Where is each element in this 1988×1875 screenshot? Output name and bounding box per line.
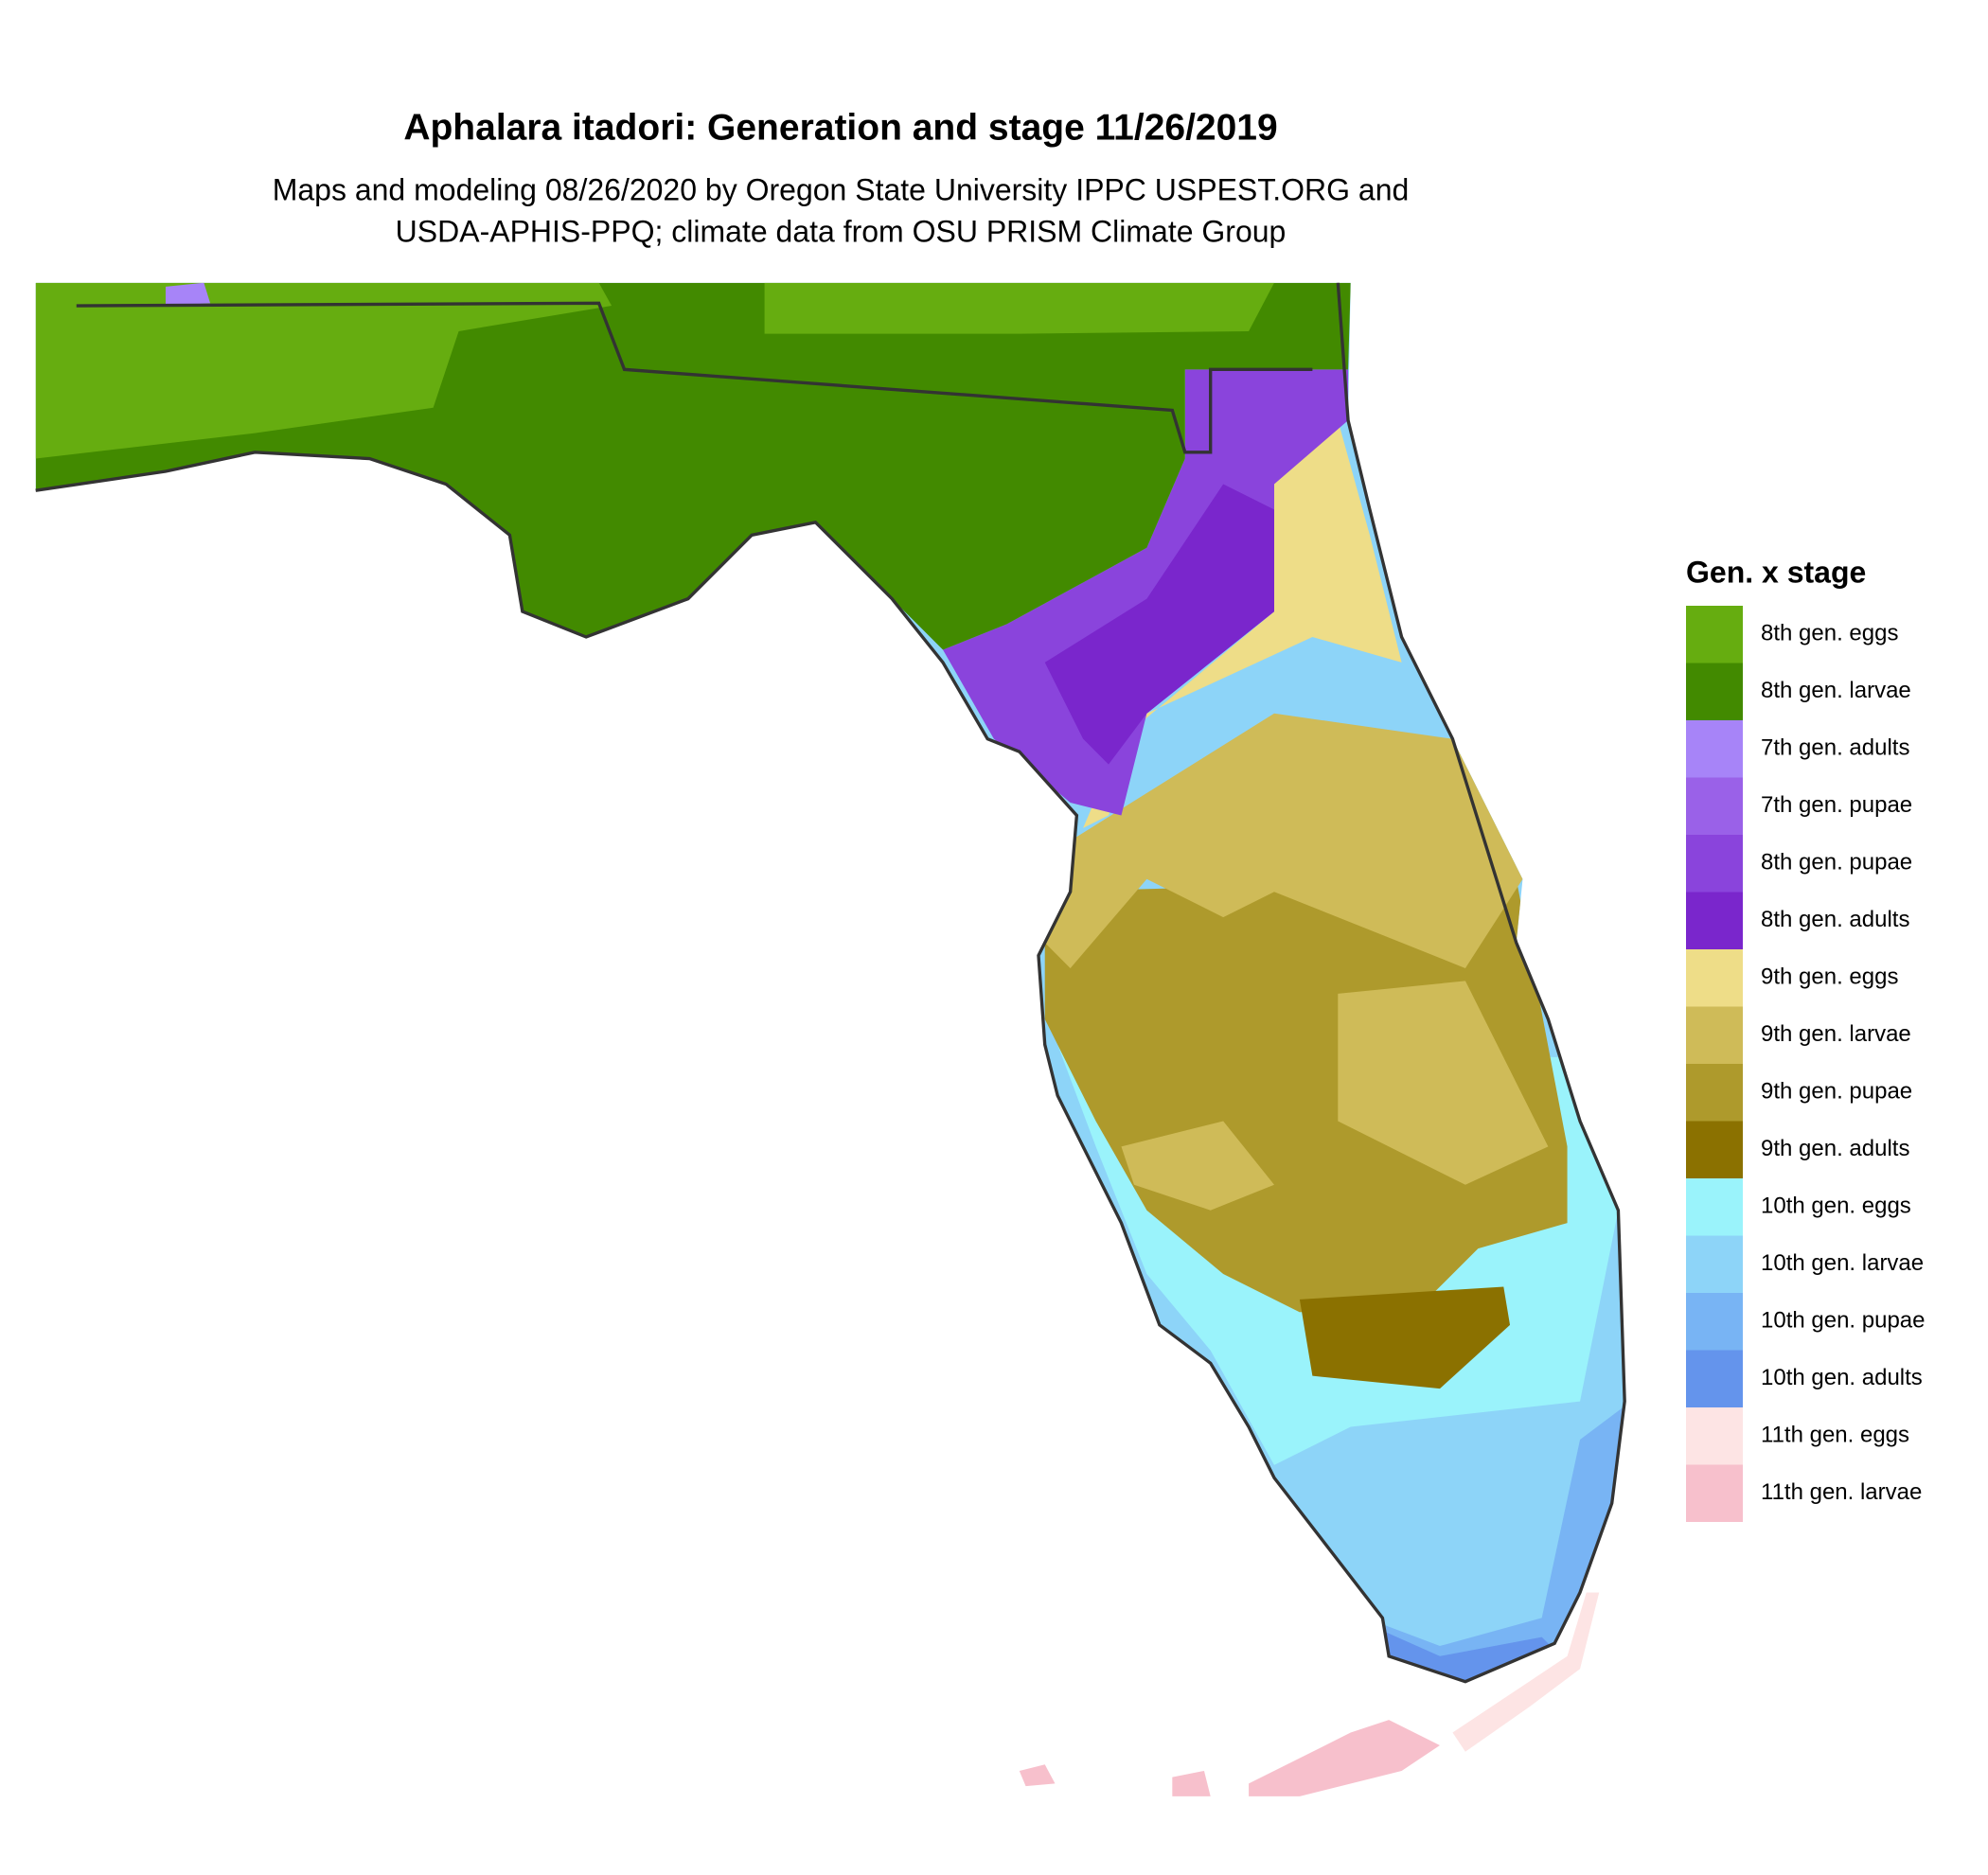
legend-swatch	[1686, 606, 1743, 663]
map	[35, 282, 1626, 1796]
legend-label: 7th gen. pupae	[1761, 792, 1912, 818]
legend-swatch	[1686, 835, 1743, 893]
zone	[1338, 981, 1549, 1185]
zone	[1044, 713, 1523, 968]
zone	[943, 369, 1349, 816]
legend-swatch	[1686, 1407, 1743, 1465]
legend-label: 10th gen. pupae	[1761, 1308, 1926, 1334]
legend-swatch	[1686, 663, 1743, 720]
state-outline	[35, 282, 1626, 1684]
zone	[1044, 484, 1274, 765]
title: Aphalara itadori: Generation and stage 1…	[403, 107, 1277, 148]
legend-swatch	[1686, 1006, 1743, 1064]
legend-swatch	[1686, 949, 1743, 1007]
subtitle: Maps and modeling 08/26/2020 by Oregon S…	[273, 172, 1410, 206]
zone	[1083, 420, 1402, 828]
legend-label: 8th gen. pupae	[1761, 850, 1912, 876]
zone	[165, 282, 211, 307]
legend-label: 10th gen. eggs	[1761, 1194, 1911, 1219]
subtitle: USDA-APHIS-PPQ; climate data from OSU PR…	[396, 214, 1287, 248]
zone	[35, 282, 612, 459]
legend-swatch	[1686, 720, 1743, 778]
legend-label: 8th gen. eggs	[1761, 621, 1898, 646]
legend-swatch	[1686, 777, 1743, 835]
legend-label: 9th gen. adults	[1761, 1136, 1909, 1161]
legend-label: 9th gen. larvae	[1761, 1021, 1911, 1047]
zone	[1299, 1286, 1511, 1389]
legend-label: 11th gen. larvae	[1761, 1479, 1922, 1505]
legend-label: 8th gen. larvae	[1761, 678, 1911, 703]
legend-label: 7th gen. adults	[1761, 735, 1909, 761]
legend-swatch	[1686, 1350, 1743, 1407]
legend-title: Gen. x stage	[1686, 555, 1866, 589]
legend-swatch	[1686, 1121, 1743, 1178]
legend-label: 8th gen. adults	[1761, 907, 1909, 932]
legend-swatch	[1686, 1064, 1743, 1122]
zone	[1452, 1592, 1600, 1752]
legend-label: 10th gen. adults	[1761, 1365, 1923, 1390]
legend-swatch	[1686, 892, 1743, 949]
legend-label: 11th gen. eggs	[1761, 1423, 1909, 1448]
legend-swatch	[1686, 1464, 1743, 1522]
legend-swatch	[1686, 1235, 1743, 1293]
legend-swatch	[1686, 1293, 1743, 1351]
zone	[1172, 1770, 1211, 1796]
zone	[1249, 1720, 1440, 1796]
zone	[1019, 1764, 1056, 1787]
legend-swatch	[1686, 1178, 1743, 1236]
legend-label: 10th gen. larvae	[1761, 1250, 1924, 1276]
zone	[1121, 1121, 1274, 1211]
zone	[764, 282, 1274, 334]
legend-label: 9th gen. pupae	[1761, 1079, 1912, 1105]
legend-label: 9th gen. eggs	[1761, 964, 1898, 990]
